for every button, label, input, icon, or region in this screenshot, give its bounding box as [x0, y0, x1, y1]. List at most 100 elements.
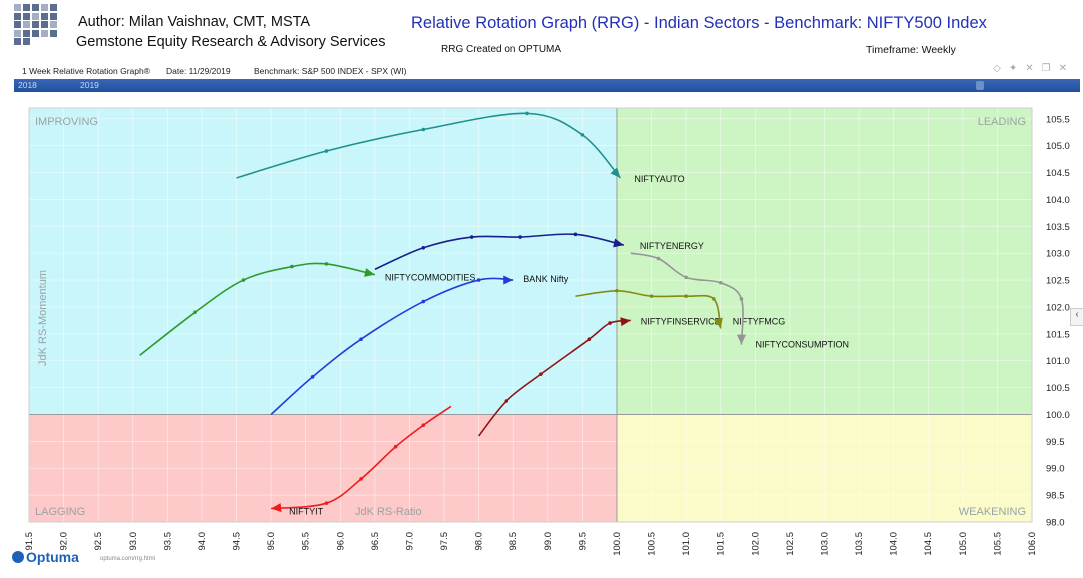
chart-title: Relative Rotation Graph (RRG) - Indian S… — [411, 14, 987, 32]
optuma-brand-text: Optuma — [26, 549, 79, 565]
plot-border — [28, 107, 1033, 523]
series-label: NIFTYCOMMODITIES — [385, 273, 476, 283]
series-point — [608, 321, 612, 325]
series-point — [504, 399, 509, 403]
series-line — [270, 277, 514, 416]
x-tick-label: 98.0 — [474, 532, 485, 551]
series-point — [525, 111, 529, 116]
series-point — [310, 375, 315, 379]
x-tick-label: 106.0 — [1027, 532, 1038, 556]
series-label: NIFTYFINSERVICE — [641, 316, 721, 326]
series-point — [684, 275, 688, 280]
optuma-logo-icon — [12, 551, 24, 563]
x-tick-label: 102.5 — [785, 532, 796, 556]
rrg-benchmark: Benchmark: S&P 500 INDEX - SPX (WI) — [254, 66, 407, 76]
y-tick-label: 100.0 — [1046, 410, 1070, 421]
x-tick-label: 104.0 — [889, 532, 900, 556]
series-niftyconsumption: NIFTYCONSUMPTION — [630, 252, 849, 350]
series-point — [518, 235, 522, 239]
x-tick-label: 99.0 — [543, 532, 554, 551]
series-point — [324, 149, 329, 153]
series-point — [649, 294, 654, 298]
series-niftyfmcg: NIFTYFMCG — [575, 289, 786, 329]
quadrant-label-leading: LEADING — [978, 116, 1026, 128]
series-point — [615, 289, 619, 293]
x-tick-label: 100.0 — [612, 532, 623, 556]
chart-info-bar: 1 Week Relative Rotation Graph® Date: 11… — [14, 63, 1082, 78]
series-point — [324, 262, 329, 266]
series-point — [587, 337, 592, 341]
y-tick-label: 105.5 — [1046, 114, 1070, 125]
series-point — [359, 337, 363, 341]
diamond-icon[interactable]: ◇ — [993, 63, 1009, 74]
chevron-left-icon[interactable]: ‹ — [1070, 308, 1083, 326]
x-tick-label: 105.0 — [958, 532, 969, 556]
optuma-url: optuma.com/rrg.html — [100, 556, 156, 562]
series-arrowhead — [620, 317, 631, 327]
series-niftyauto: NIFTYAUTO — [236, 111, 685, 184]
series-point — [421, 245, 426, 250]
y-tick-label: 101.5 — [1046, 329, 1070, 340]
x-tick-label: 93.0 — [128, 532, 139, 551]
x-tick-label: 103.5 — [854, 532, 865, 556]
pin-icon[interactable]: ✦ — [1008, 63, 1026, 74]
x-tick-label: 105.5 — [992, 532, 1003, 556]
x-tick-label: 98.5 — [508, 532, 519, 551]
series-point — [712, 297, 716, 301]
y-tick-label: 99.5 — [1046, 437, 1065, 448]
series-line — [477, 319, 631, 437]
series-point — [573, 232, 578, 237]
series-point — [656, 256, 661, 261]
time-slider-handle[interactable] — [976, 81, 984, 90]
x-tick-label: 101.5 — [716, 532, 727, 556]
close-icon[interactable]: ✕ — [1025, 63, 1042, 74]
series-point — [393, 444, 398, 449]
quadrant-label-lagging: LAGGING — [35, 506, 85, 518]
series-label: NIFTYIT — [289, 507, 323, 517]
created-note: RRG Created on OPTUMA — [441, 44, 562, 55]
series-line — [630, 252, 744, 345]
time-slider[interactable]: 2018 2019 — [14, 79, 1080, 92]
series-arrowhead — [503, 275, 514, 285]
series-point — [684, 294, 688, 298]
y-tick-label: 99.0 — [1046, 464, 1065, 475]
x-tick-label: 103.0 — [819, 532, 830, 556]
series-point — [324, 501, 329, 505]
rrg-date: Date: 11/29/2019 — [166, 66, 231, 76]
x-tick-label: 96.5 — [370, 532, 381, 551]
year-label-2019: 2019 — [80, 80, 99, 90]
window-controls[interactable]: ◇✦✕❐✕ — [993, 63, 1075, 74]
restore-icon[interactable]: ❐ — [1041, 63, 1059, 74]
year-label-2018: 2018 — [18, 80, 37, 90]
series-arrowhead — [613, 238, 624, 248]
series-arrowhead — [610, 167, 621, 178]
x-tick-label: 100.5 — [647, 532, 658, 556]
series-niftyenergy: NIFTYENERGY — [374, 232, 704, 271]
close-window-icon[interactable]: ✕ — [1058, 63, 1075, 74]
x-axis-label: JdK RS-Ratio — [355, 506, 422, 518]
series-label: NIFTYFMCG — [733, 316, 786, 326]
series-niftyit: NIFTYIT — [271, 405, 452, 517]
x-tick-label: 92.5 — [93, 532, 104, 551]
series-label: NIFTYAUTO — [634, 174, 684, 184]
x-tick-label: 99.5 — [577, 532, 588, 551]
series-label: BANK Nifty — [523, 274, 569, 284]
series-point — [421, 299, 426, 304]
series-arrowhead — [736, 334, 746, 345]
series-point — [421, 127, 426, 132]
y-tick-label: 100.5 — [1046, 383, 1070, 394]
x-tick-label: 94.0 — [197, 532, 208, 551]
x-tick-label: 102.0 — [750, 532, 761, 556]
series-point — [739, 297, 744, 301]
x-tick-label: 95.5 — [301, 532, 312, 551]
series-bank-nifty: BANK Nifty — [270, 274, 569, 416]
series-niftyfinservice: NIFTYFINSERVICE — [477, 316, 721, 437]
x-tick-label: 97.0 — [404, 532, 415, 551]
y-tick-label: 104.5 — [1046, 168, 1070, 179]
x-tick-label: 104.5 — [923, 532, 934, 556]
series-line — [139, 262, 376, 356]
quadrant-improving — [29, 108, 617, 415]
company-text: Gemstone Equity Research & Advisory Serv… — [76, 34, 386, 50]
series-niftycommodities: NIFTYCOMMODITIES — [139, 262, 476, 356]
